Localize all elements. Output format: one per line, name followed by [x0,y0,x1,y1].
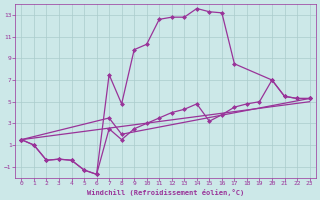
X-axis label: Windchill (Refroidissement éolien,°C): Windchill (Refroidissement éolien,°C) [87,189,244,196]
